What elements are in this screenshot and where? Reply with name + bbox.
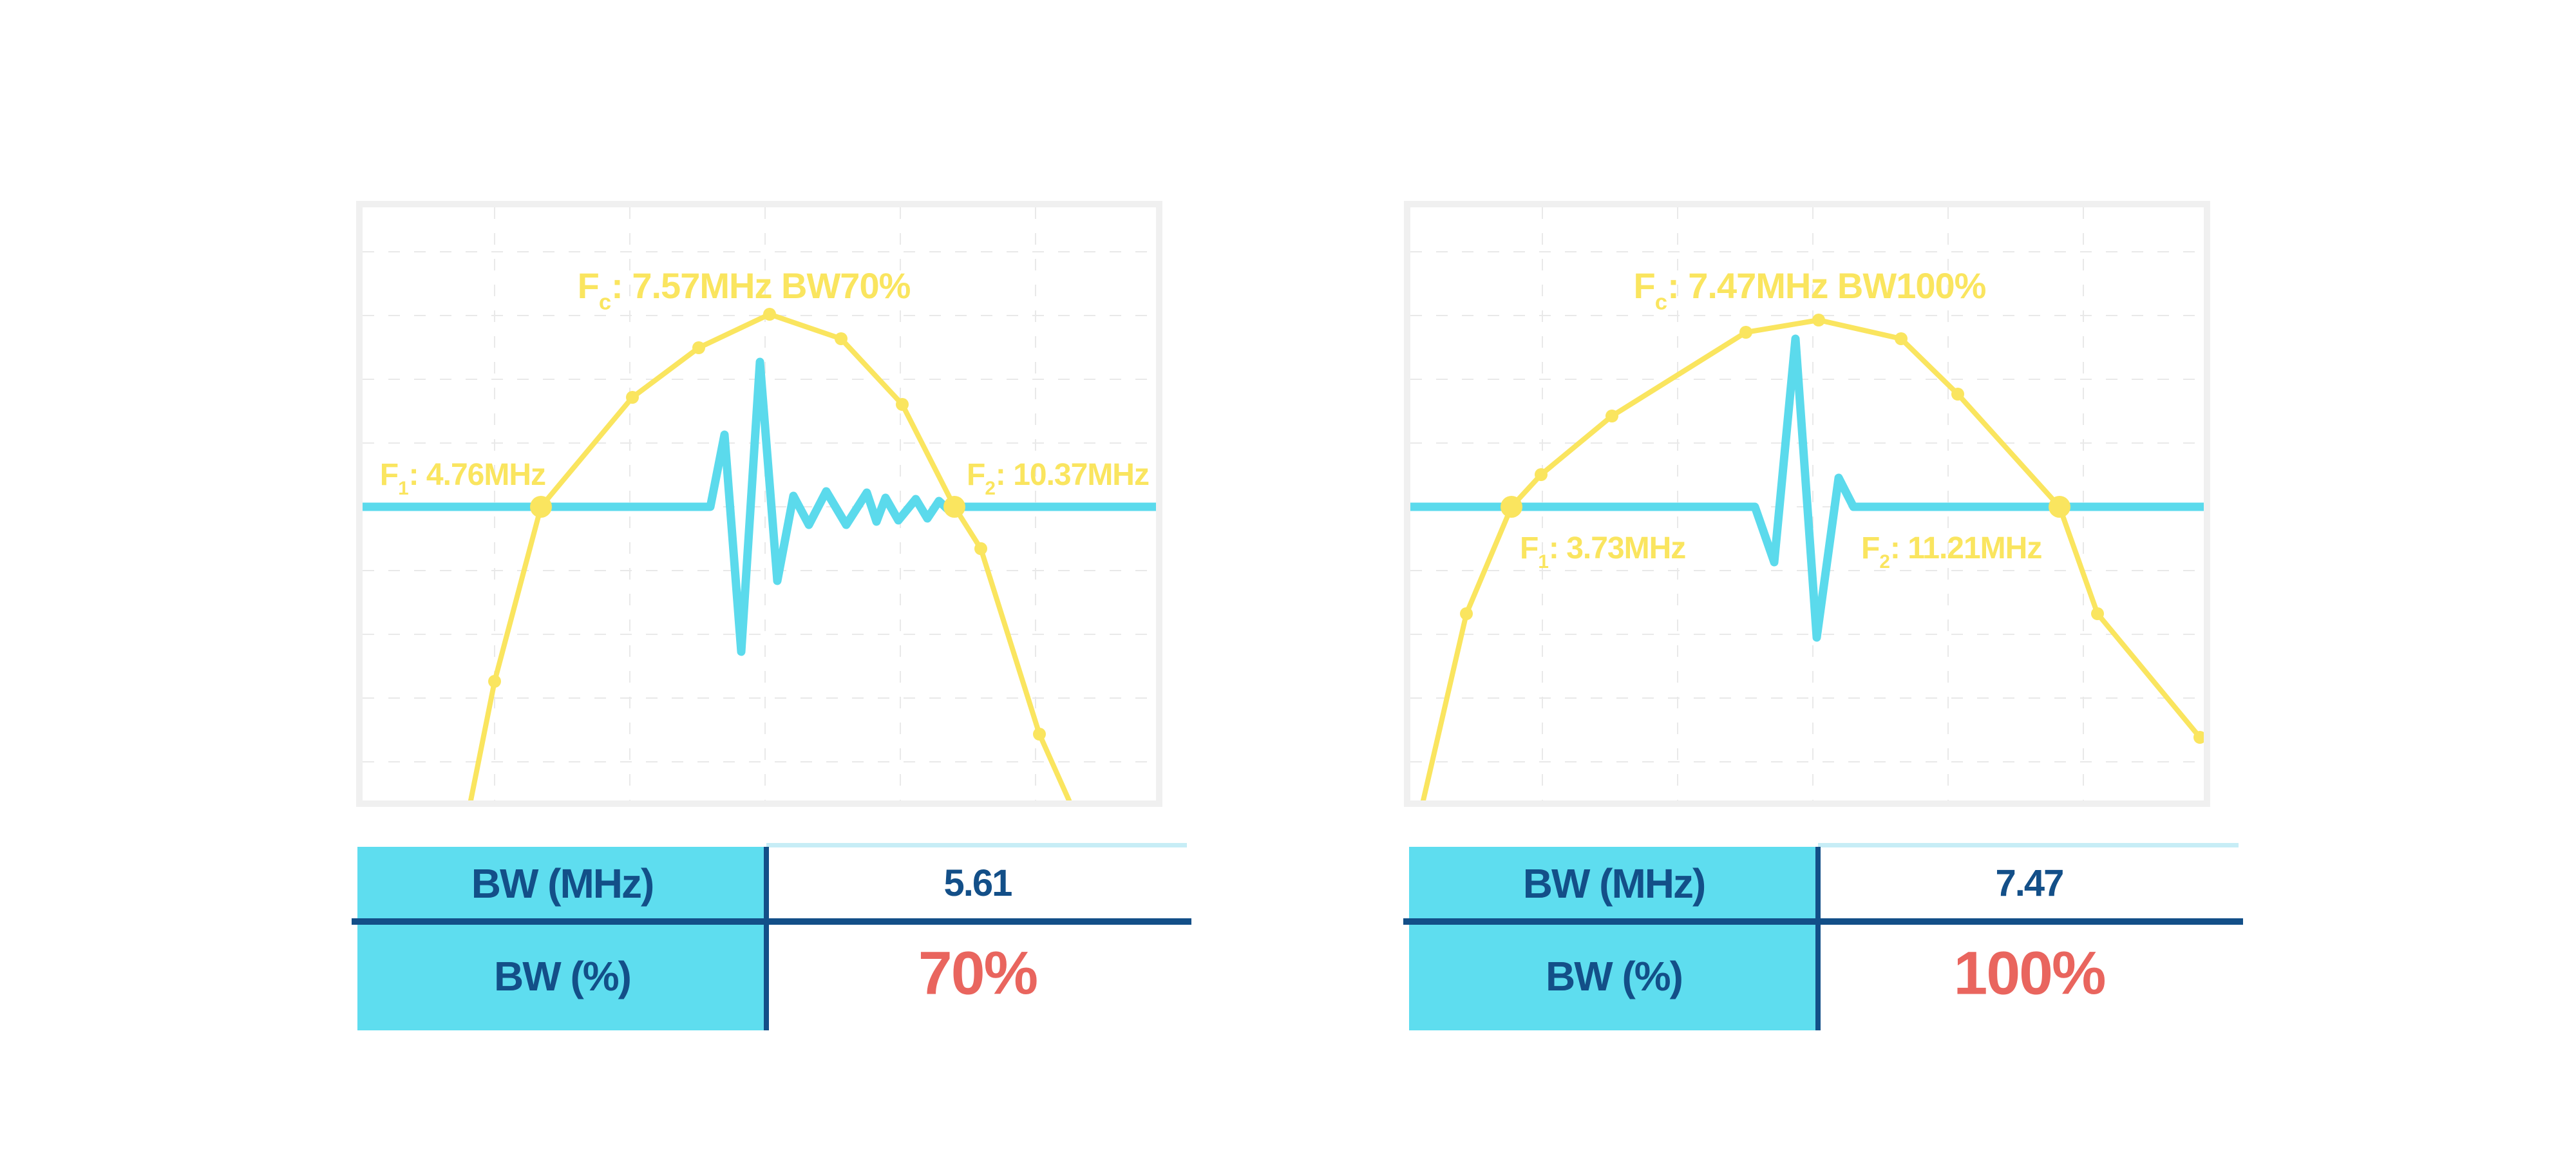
f2-symbol: F: [1861, 531, 1880, 565]
bw-pct-label: BW (%): [1546, 953, 1683, 999]
bw-table-narrowband: BW (MHz) 5.61 BW (%) 70%: [352, 843, 1191, 1030]
table-top-border: [1818, 843, 2239, 847]
f1-value: : 4.76MHz: [408, 458, 546, 492]
bw-mhz-value: 7.47: [1995, 862, 2065, 904]
f2-subscript: 2: [985, 477, 996, 499]
table-column-divider: [764, 847, 769, 1030]
fc-value: : 7.47MHz BW100%: [1667, 265, 1986, 306]
f2-value: : 10.37MHz: [995, 458, 1150, 492]
f1-annotation: F1: 3.73MHz: [1520, 531, 1686, 572]
f2-annotation: F2: 11.21MHz: [1861, 531, 2042, 572]
f1-symbol: F: [379, 458, 399, 492]
bw-pct-value: 70%: [918, 939, 1038, 1008]
table-column-divider: [1815, 847, 1821, 1030]
bw-mhz-value: 5.61: [943, 862, 1013, 904]
fc-annotation: Fc: 7.47MHz BW100%: [1633, 265, 1987, 315]
f2-value: : 11.21MHz: [1889, 531, 2042, 565]
chart-narrowband: Fc: 7.57MHz BW70% F1: 4.76MHz F2: 10.37M…: [356, 201, 1162, 807]
f1-symbol: F: [1520, 531, 1539, 565]
table-row-divider: [352, 918, 1191, 925]
f2-symbol: F: [967, 458, 985, 492]
table-row-divider: [1403, 918, 2243, 925]
table-label-column: [357, 847, 766, 1030]
f1-value: : 3.73MHz: [1548, 531, 1686, 565]
bw-table-broadband: BW (MHz) 7.47 BW (%) 100%: [1403, 843, 2243, 1030]
chart-canvas-narrowband: [363, 207, 1156, 800]
chart-canvas-broadband: [1410, 207, 2204, 800]
f1-annotation: F1: 4.76MHz: [363, 458, 546, 499]
fc-symbol: F: [1633, 265, 1656, 306]
fc-subscript: c: [598, 290, 612, 315]
f2-subscript: 2: [1879, 551, 1890, 572]
fc-value: : 7.57MHz BW70%: [611, 265, 911, 306]
f1-subscript: 1: [1538, 551, 1549, 572]
f1-subscript: 1: [398, 477, 409, 499]
table-top-border: [766, 843, 1187, 847]
f2-annotation: F2: 10.37MHz: [967, 458, 1150, 499]
chart-broadband: Fc: 7.47MHz BW100% F1: 3.73MHz F2: 11.21…: [1404, 201, 2210, 807]
fc-annotation: Fc: 7.57MHz BW70%: [578, 268, 911, 314]
bw-pct-value: 100%: [1953, 939, 2107, 1008]
fc-subscript: c: [1654, 290, 1668, 315]
bw-mhz-label: BW (MHz): [471, 860, 655, 907]
table-label-column: [1409, 847, 1818, 1030]
bw-pct-label: BW (%): [494, 953, 632, 999]
bw-mhz-label: BW (MHz): [1522, 860, 1707, 907]
fc-symbol: F: [577, 265, 600, 306]
